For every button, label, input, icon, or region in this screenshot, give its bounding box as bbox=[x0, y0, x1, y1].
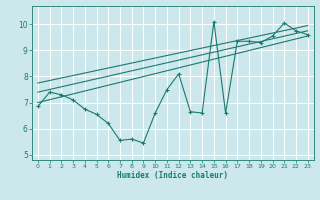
X-axis label: Humidex (Indice chaleur): Humidex (Indice chaleur) bbox=[117, 171, 228, 180]
